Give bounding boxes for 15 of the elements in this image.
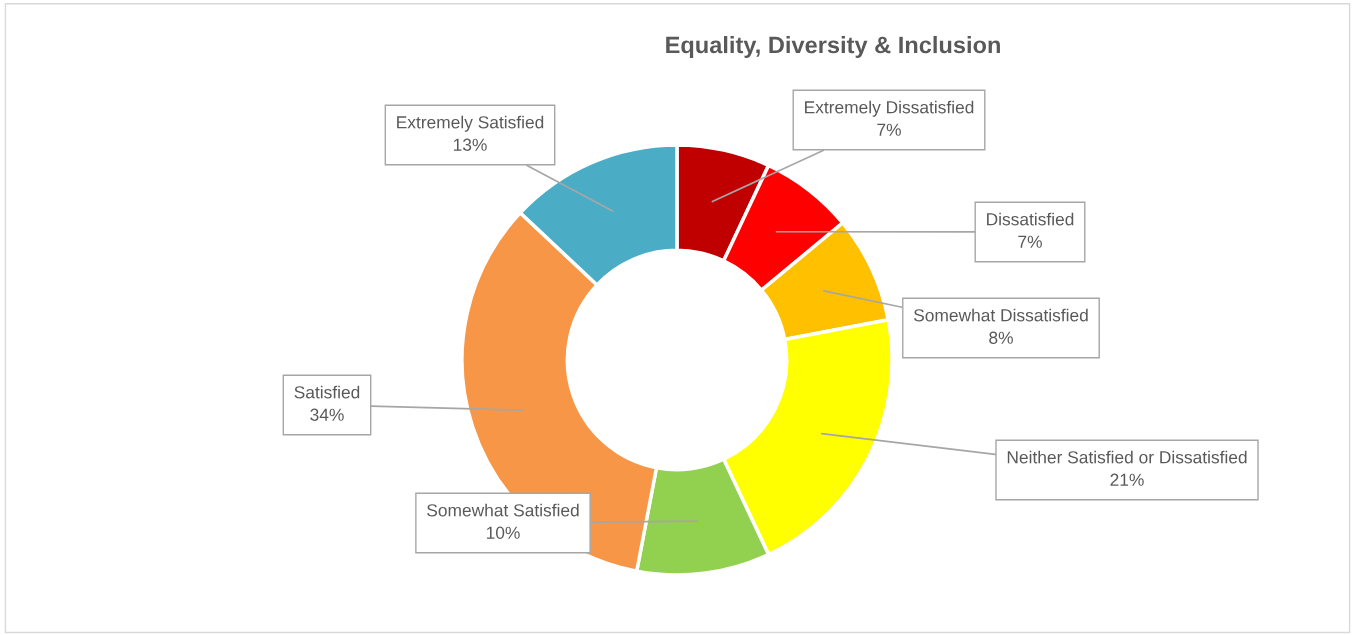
- chart-title: Equality, Diversity & Inclusion: [666, 36, 1000, 58]
- slice-label: Satisfied: [294, 385, 360, 399]
- data-label: 8%: [989, 331, 1013, 344]
- data-label: 13%: [453, 138, 487, 151]
- slice-label: Neither Satisfied or Dissatisfied: [1007, 450, 1247, 464]
- slice-label: Somewhat Dissatisfied: [913, 308, 1088, 322]
- data-label: 34%: [310, 408, 344, 421]
- slice-label: Extremely Satisfied: [397, 115, 544, 132]
- data-label: 7%: [1018, 235, 1042, 248]
- slice-label: Somewhat Satisfied: [427, 503, 579, 517]
- data-label: 21%: [1110, 473, 1144, 486]
- slice-label: Dissatisfied: [987, 212, 1074, 226]
- data-label: 7%: [877, 123, 901, 136]
- data-label: 10%: [486, 526, 520, 539]
- slice-label: Extremely Dissatisfied: [805, 100, 974, 117]
